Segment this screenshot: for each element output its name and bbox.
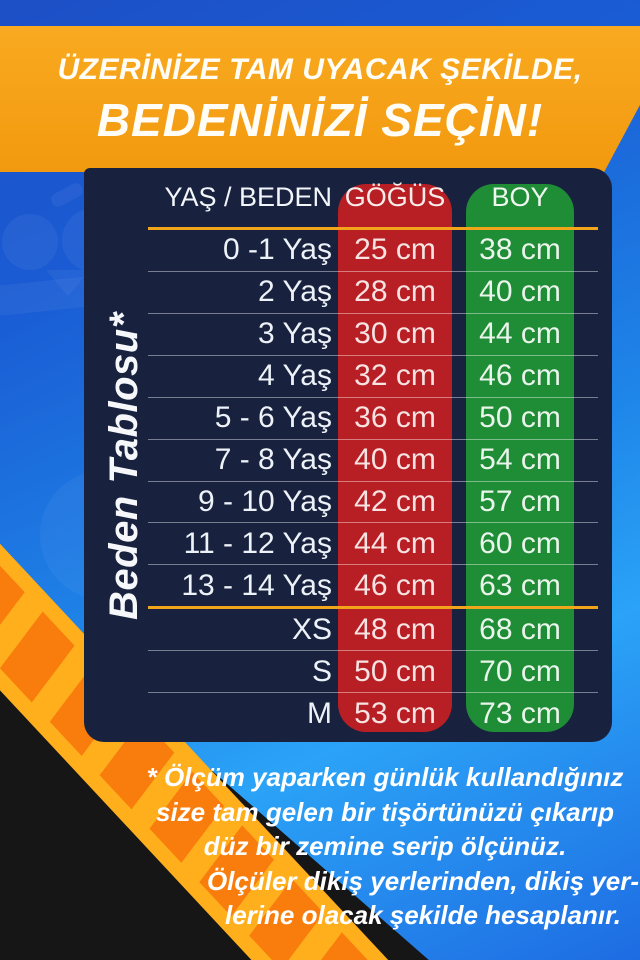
- row-7-8-yas: 7 - 8 Yaş 40 cm 54 cm: [148, 438, 598, 481]
- age-label: 3 Yaş: [258, 317, 332, 351]
- gogus-value: 28 cm: [354, 275, 436, 309]
- row-9-10-yas: 9 - 10 Yaş 42 cm 57 cm: [148, 480, 598, 523]
- table-header-row: YAŞ / BEDEN GÖĞÜS BOY: [148, 168, 598, 230]
- col-header-yas-beden: YAŞ / BEDEN: [164, 182, 332, 212]
- gogus-value: 32 cm: [354, 359, 436, 393]
- row-13-14-yas: 13 - 14 Yaş 46 cm 63 cm: [148, 564, 598, 606]
- size-label: XS: [291, 612, 332, 646]
- age-label: 0 -1 Yaş: [223, 233, 332, 267]
- boy-value: 40 cm: [479, 275, 561, 309]
- gogus-value: 44 cm: [354, 526, 436, 560]
- boy-column-highlight: [466, 184, 574, 732]
- size-table: YAŞ / BEDEN GÖĞÜS BOY 0 -1 Yaş 25 cm 38 …: [148, 168, 598, 740]
- note-line: Ölçüler dikiş yerlerinden, dikiş yer-: [206, 865, 640, 896]
- age-label: 13 - 14 Yaş: [181, 568, 332, 602]
- row-xs: XS 48 cm 68 cm: [148, 606, 598, 650]
- gogus-column-highlight: [338, 184, 452, 732]
- boy-value: 44 cm: [479, 317, 561, 351]
- boy-value: 57 cm: [479, 484, 561, 518]
- note-line: düz bir zemine serip ölçünüz.: [203, 831, 567, 862]
- boy-value: 46 cm: [479, 359, 561, 393]
- row-m: M 53 cm 73 cm: [148, 692, 598, 734]
- boy-value: 70 cm: [479, 654, 561, 688]
- note-line: lerine olacak şekilde hesaplanır.: [225, 900, 621, 931]
- headline-banner: ÜZERİNİZE TAM UYACAK ŞEKİLDE, BEDENİNİZİ…: [0, 26, 640, 172]
- age-label: 4 Yaş: [258, 359, 332, 393]
- gogus-value: 48 cm: [354, 612, 436, 646]
- row-3-yas: 3 Yaş 30 cm 44 cm: [148, 312, 598, 355]
- boy-value: 60 cm: [479, 526, 561, 560]
- boy-value: 54 cm: [479, 443, 561, 477]
- gogus-value: 25 cm: [354, 233, 436, 267]
- row-5-6-yas: 5 - 6 Yaş 36 cm 50 cm: [148, 396, 598, 439]
- age-label: 11 - 12 Yaş: [183, 526, 332, 560]
- row-4-yas: 4 Yaş 32 cm 46 cm: [148, 354, 598, 397]
- gogus-value: 30 cm: [354, 317, 436, 351]
- row-11-12-yas: 11 - 12 Yaş 44 cm 60 cm: [148, 522, 598, 564]
- age-label: 5 - 6 Yaş: [214, 401, 332, 435]
- age-label: 9 - 10 Yaş: [198, 484, 332, 518]
- boy-value: 68 cm: [479, 612, 561, 646]
- boy-value: 50 cm: [479, 401, 561, 435]
- age-label: 7 - 8 Yaş: [214, 443, 332, 477]
- size-table-panel: Beden Tablosu* YAŞ / BEDEN GÖĞÜS BOY 0 -…: [84, 168, 612, 742]
- gogus-value: 53 cm: [354, 696, 436, 730]
- table-title-vertical: Beden Tablosu*: [102, 312, 146, 620]
- headline-line1: ÜZERİNİZE TAM UYACAK ŞEKİLDE,: [57, 53, 583, 86]
- gogus-value: 42 cm: [354, 484, 436, 518]
- col-header-gogus: GÖĞÜS: [344, 182, 446, 212]
- boy-value: 38 cm: [479, 233, 561, 267]
- measurement-note: * Ölçüm yaparken günlük kullandığınız si…: [140, 760, 639, 933]
- col-header-boy: BOY: [491, 182, 549, 212]
- note-line: size tam gelen bir tişörtünüzü çıkarıp: [156, 796, 614, 827]
- size-label: S: [311, 654, 332, 688]
- row-0-1-yas: 0 -1 Yaş 25 cm 38 cm: [148, 230, 598, 271]
- note-line: * Ölçüm yaparken günlük kullandığınız: [146, 762, 624, 792]
- size-label: M: [307, 696, 332, 730]
- row-2-yas: 2 Yaş 28 cm 40 cm: [148, 270, 598, 313]
- row-s: S 50 cm 70 cm: [148, 650, 598, 692]
- headline-line2: BEDENİNİZİ SEÇİN!: [96, 94, 544, 146]
- gogus-value: 40 cm: [354, 443, 436, 477]
- boy-value: 63 cm: [479, 568, 561, 602]
- age-label: 2 Yaş: [258, 275, 332, 309]
- gogus-value: 36 cm: [354, 401, 436, 435]
- gogus-value: 50 cm: [354, 654, 436, 688]
- boy-value: 73 cm: [479, 696, 561, 730]
- gogus-value: 46 cm: [354, 568, 436, 602]
